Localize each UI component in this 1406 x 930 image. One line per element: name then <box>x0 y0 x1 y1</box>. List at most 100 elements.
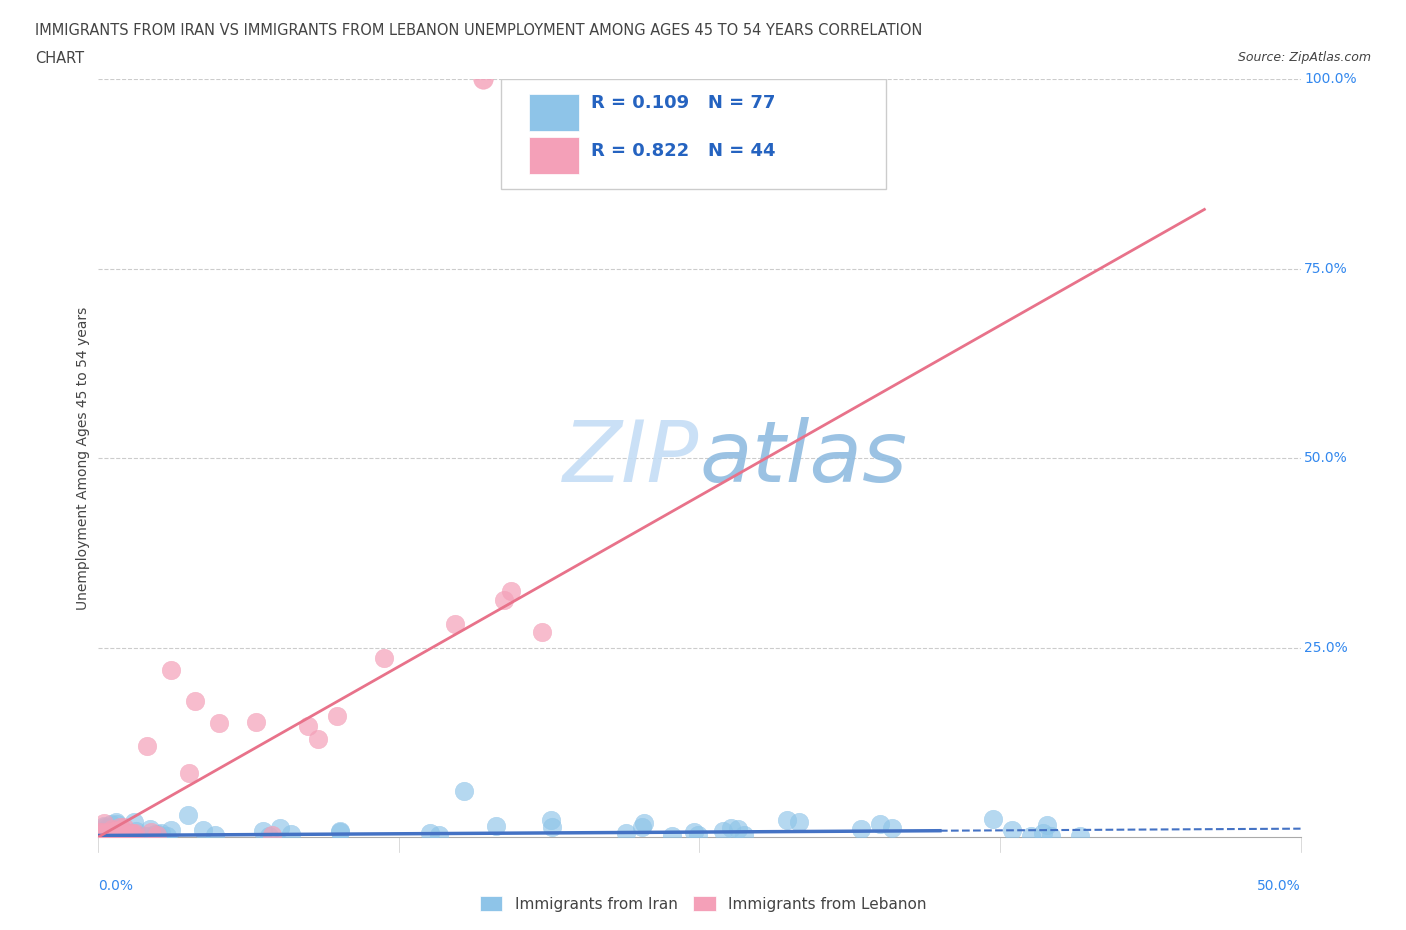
Point <box>204 828 226 843</box>
Point <box>112 825 135 840</box>
Point <box>122 815 145 830</box>
Point <box>100 830 122 844</box>
Point <box>100 817 122 831</box>
Point <box>111 827 134 842</box>
Point <box>631 819 654 834</box>
Point <box>499 584 522 599</box>
Point <box>682 825 704 840</box>
Point <box>124 823 146 838</box>
Point <box>981 812 1004 827</box>
Text: R = 0.822   N = 44: R = 0.822 N = 44 <box>592 142 776 160</box>
Point <box>492 592 515 607</box>
Point <box>112 826 135 841</box>
Point <box>135 738 157 753</box>
Point <box>121 826 143 841</box>
Point <box>329 824 352 839</box>
Point <box>115 828 138 843</box>
Point <box>122 826 145 841</box>
Point <box>108 823 131 838</box>
Point <box>711 824 734 839</box>
Text: 0.0%: 0.0% <box>98 879 134 893</box>
Point <box>104 829 127 844</box>
Text: 50.0%: 50.0% <box>1257 879 1301 893</box>
Point <box>444 617 467 631</box>
Point <box>307 731 329 746</box>
Point <box>1069 829 1091 844</box>
Point <box>208 716 231 731</box>
Text: atlas: atlas <box>699 417 907 499</box>
Point <box>132 829 155 844</box>
Point <box>90 825 112 840</box>
Point <box>100 829 122 844</box>
Point <box>110 824 132 839</box>
Point <box>94 820 117 835</box>
Point <box>91 823 114 838</box>
Point <box>105 825 128 840</box>
Point <box>727 821 749 836</box>
Point <box>96 820 118 835</box>
Point <box>183 693 205 708</box>
Text: CHART: CHART <box>35 51 84 66</box>
Point <box>297 718 319 733</box>
Point <box>1036 817 1059 832</box>
Point <box>124 825 146 840</box>
Point <box>127 829 149 844</box>
Text: 100.0%: 100.0% <box>1305 72 1357 86</box>
Point <box>453 783 475 798</box>
Point <box>245 715 267 730</box>
Y-axis label: Unemployment Among Ages 45 to 54 years: Unemployment Among Ages 45 to 54 years <box>76 306 90 610</box>
Point <box>103 830 125 844</box>
Point <box>177 807 200 822</box>
Point <box>191 822 214 837</box>
Point <box>177 765 200 780</box>
Point <box>93 827 115 842</box>
Point <box>472 72 495 86</box>
Point <box>93 815 115 830</box>
Text: ZIP: ZIP <box>564 417 699 499</box>
Point <box>98 827 121 842</box>
Point <box>112 819 135 834</box>
Point <box>104 828 127 843</box>
Text: 25.0%: 25.0% <box>1305 641 1348 655</box>
Point <box>110 826 132 841</box>
Text: R = 0.109   N = 77: R = 0.109 N = 77 <box>592 94 776 113</box>
Point <box>1001 822 1024 837</box>
Point <box>114 825 136 840</box>
Text: 75.0%: 75.0% <box>1305 261 1348 275</box>
Point <box>787 815 810 830</box>
Point <box>108 824 131 839</box>
Point <box>105 829 128 844</box>
Point <box>688 827 710 842</box>
Point <box>159 663 181 678</box>
Point <box>115 826 138 841</box>
Point <box>98 828 121 843</box>
Point <box>880 820 903 835</box>
Point <box>776 813 799 828</box>
Point <box>100 830 122 844</box>
Point <box>107 828 129 843</box>
Point <box>108 819 131 834</box>
Point <box>143 827 166 842</box>
Point <box>1019 829 1042 844</box>
FancyBboxPatch shape <box>529 94 579 130</box>
Point <box>98 830 121 844</box>
Point <box>136 829 159 844</box>
Point <box>280 827 302 842</box>
Point <box>155 829 177 844</box>
Point <box>1032 825 1054 840</box>
Point <box>159 822 181 837</box>
Point <box>869 817 891 831</box>
Point <box>720 821 742 836</box>
Point <box>104 822 127 837</box>
Point <box>530 625 553 640</box>
Point <box>89 829 111 844</box>
Point <box>105 817 128 831</box>
Point <box>93 819 115 834</box>
Point <box>326 709 349 724</box>
Point <box>101 830 124 844</box>
Point <box>328 824 350 839</box>
Point <box>733 828 755 843</box>
Point <box>104 823 127 838</box>
Point <box>373 650 395 665</box>
Point <box>97 826 120 841</box>
